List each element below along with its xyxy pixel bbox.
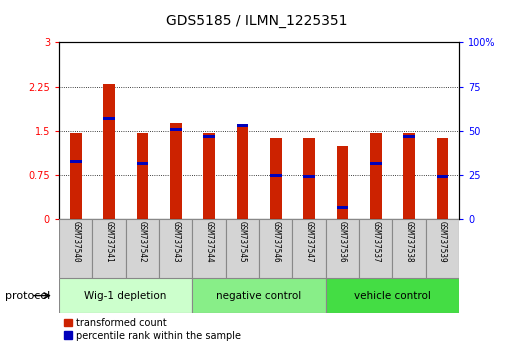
Text: GSM737539: GSM737539 <box>438 221 447 263</box>
Text: GSM737541: GSM737541 <box>105 221 113 263</box>
Bar <box>437 175 448 178</box>
Bar <box>126 219 159 278</box>
Text: vehicle control: vehicle control <box>354 291 431 301</box>
Bar <box>192 219 226 278</box>
Text: GSM737540: GSM737540 <box>71 221 80 263</box>
Text: negative control: negative control <box>216 291 302 301</box>
Bar <box>359 219 392 278</box>
Text: GSM737544: GSM737544 <box>205 221 213 263</box>
Bar <box>103 118 115 120</box>
Bar <box>403 133 415 219</box>
Bar <box>337 206 348 209</box>
Bar <box>59 219 92 278</box>
Bar <box>303 175 315 178</box>
Text: GSM737542: GSM737542 <box>138 221 147 263</box>
Bar <box>370 133 382 219</box>
Bar <box>370 162 382 165</box>
Bar <box>270 174 282 177</box>
Bar <box>70 160 82 164</box>
Text: protocol: protocol <box>5 291 50 301</box>
Text: GSM737546: GSM737546 <box>271 221 280 263</box>
Text: GSM737545: GSM737545 <box>238 221 247 263</box>
Bar <box>136 133 148 219</box>
Bar <box>303 138 315 219</box>
Bar <box>337 146 348 219</box>
Text: GSM737547: GSM737547 <box>305 221 313 263</box>
Bar <box>392 219 426 278</box>
Bar <box>292 219 326 278</box>
Bar <box>203 135 215 138</box>
Bar <box>236 127 248 219</box>
Bar <box>70 133 82 219</box>
Text: GSM737537: GSM737537 <box>371 221 380 263</box>
Bar <box>236 125 248 127</box>
Bar <box>170 128 182 131</box>
Bar <box>270 138 282 219</box>
Bar <box>170 123 182 219</box>
Bar <box>226 219 259 278</box>
Legend: transformed count, percentile rank within the sample: transformed count, percentile rank withi… <box>64 318 241 341</box>
Text: GDS5185 / ILMN_1225351: GDS5185 / ILMN_1225351 <box>166 14 347 28</box>
Bar <box>59 278 192 313</box>
Text: GSM737543: GSM737543 <box>171 221 180 263</box>
Bar <box>259 219 292 278</box>
Text: GSM737538: GSM737538 <box>405 221 413 263</box>
Text: Wig-1 depletion: Wig-1 depletion <box>85 291 167 301</box>
Bar <box>203 133 215 219</box>
Bar <box>92 219 126 278</box>
Bar <box>192 278 326 313</box>
Text: GSM737536: GSM737536 <box>338 221 347 263</box>
Bar <box>136 162 148 165</box>
Bar <box>103 84 115 219</box>
Bar <box>159 219 192 278</box>
Bar <box>403 135 415 138</box>
Bar <box>326 278 459 313</box>
Bar <box>437 138 448 219</box>
Bar <box>426 219 459 278</box>
Bar <box>326 219 359 278</box>
